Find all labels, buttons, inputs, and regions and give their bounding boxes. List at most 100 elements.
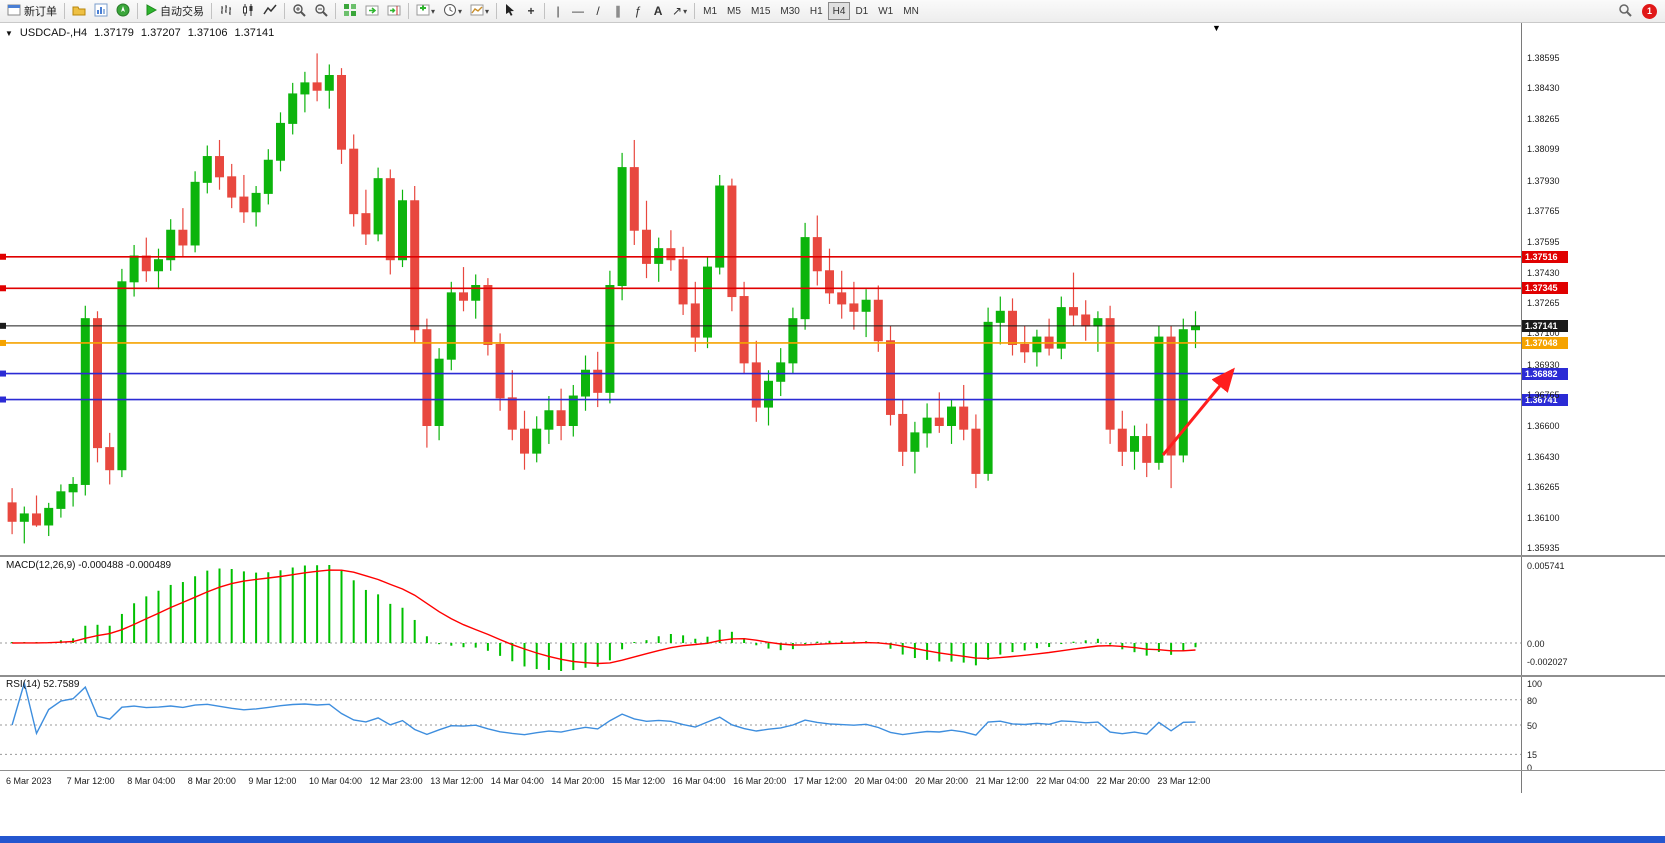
toolbar: 新订单 自动交易 bbox=[0, 0, 1665, 23]
clock-icon bbox=[443, 3, 457, 20]
trendline-button[interactable]: / bbox=[588, 1, 608, 21]
timeframe-D1[interactable]: D1 bbox=[850, 2, 873, 20]
rsi-axis-label: 100 bbox=[1527, 679, 1543, 689]
trendline-icon: / bbox=[596, 4, 600, 18]
tile-windows-button[interactable] bbox=[339, 1, 361, 21]
price-tick: 1.36600 bbox=[1527, 420, 1560, 431]
symbol-dropdown-icon[interactable]: ▼ bbox=[5, 28, 13, 38]
candlestick-chart-button[interactable] bbox=[237, 1, 259, 21]
auto-trading-button[interactable]: 自动交易 bbox=[141, 1, 208, 21]
timeframe-group: M1 M5 M15 M30 H1 H4 D1 W1 MN bbox=[698, 2, 924, 20]
timeframe-M15[interactable]: M15 bbox=[746, 2, 775, 20]
rsi-label: RSI(14) 52.7589 bbox=[6, 679, 80, 690]
time-label: 10 Mar 04:00 bbox=[309, 776, 363, 786]
chart-shift-marker[interactable]: ▼ bbox=[1212, 23, 1221, 33]
toolbar-separator bbox=[335, 3, 336, 19]
toolbar-separator bbox=[137, 3, 138, 19]
time-label: 15 Mar 12:00 bbox=[612, 776, 666, 786]
horizontal-line-button[interactable]: — bbox=[568, 1, 588, 21]
price-tick: 1.37765 bbox=[1527, 205, 1560, 216]
zoom-in-icon bbox=[292, 3, 306, 20]
horizontal-lines[interactable] bbox=[0, 253, 1521, 403]
timeframe-M5[interactable]: M5 bbox=[722, 2, 746, 20]
chart-shift-icon bbox=[387, 3, 401, 20]
notification-badge[interactable]: 1 bbox=[1642, 3, 1657, 19]
bar-chart-icon bbox=[219, 3, 233, 20]
fibonacci-button[interactable]: ƒ bbox=[628, 1, 648, 21]
candlestick-chart[interactable] bbox=[0, 23, 1521, 555]
search-button[interactable] bbox=[1614, 1, 1636, 21]
new-order-icon bbox=[7, 3, 21, 20]
time-label: 9 Mar 12:00 bbox=[248, 776, 297, 786]
new-order-label: 新订单 bbox=[24, 6, 57, 18]
timeframe-W1[interactable]: W1 bbox=[873, 2, 898, 20]
templates-button[interactable]: ▾ bbox=[466, 1, 493, 21]
zoom-out-button[interactable] bbox=[310, 1, 332, 21]
time-label: 14 Mar 20:00 bbox=[551, 776, 605, 786]
bar-chart-button[interactable] bbox=[215, 1, 237, 21]
toolbar-separator bbox=[64, 3, 65, 19]
trend-arrow[interactable] bbox=[1161, 367, 1235, 456]
toolbar-separator bbox=[694, 3, 696, 19]
timeframe-H1[interactable]: H1 bbox=[805, 2, 828, 20]
channel-button[interactable]: ∥ bbox=[608, 1, 628, 21]
macd-panel[interactable] bbox=[0, 557, 1521, 675]
price-tick: 1.36265 bbox=[1527, 482, 1560, 493]
arrows-button[interactable]: ↗ ▾ bbox=[668, 1, 691, 21]
time-label: 8 Mar 20:00 bbox=[187, 776, 236, 786]
time-label: 22 Mar 20:00 bbox=[1096, 776, 1150, 786]
channel-icon: ∥ bbox=[615, 4, 622, 18]
price-tick: 1.37595 bbox=[1527, 237, 1560, 248]
indicators-button[interactable]: ▾ bbox=[412, 1, 439, 21]
price-tick: 1.36100 bbox=[1527, 512, 1560, 523]
toolbar-separator bbox=[496, 3, 498, 19]
zoom-in-button[interactable] bbox=[288, 1, 310, 21]
timeframe-M1[interactable]: M1 bbox=[698, 2, 722, 20]
price-tick: 1.36765 bbox=[1527, 390, 1560, 401]
time-label: 20 Mar 04:00 bbox=[854, 776, 908, 786]
price-tag-resistance: 1.37516 bbox=[1522, 250, 1568, 263]
vertical-line-button[interactable]: | bbox=[548, 1, 568, 21]
chart-header: ▼ USDCAD-,H4 1.37179 1.37207 1.37106 1.3… bbox=[5, 27, 274, 39]
price-tick: 1.37930 bbox=[1527, 175, 1560, 186]
panel-resize-divider[interactable] bbox=[0, 555, 1665, 557]
line-chart-button[interactable] bbox=[259, 1, 281, 21]
price-tick: 1.38099 bbox=[1527, 144, 1560, 155]
chart-shift-button[interactable] bbox=[383, 1, 405, 21]
support-line-marker bbox=[0, 396, 6, 403]
text-icon: A bbox=[653, 4, 663, 18]
new-order-button[interactable]: 新订单 bbox=[3, 1, 61, 21]
price-axis[interactable]: 1.37516 1.37345 1.37141 1.37048 1.36882 1.367… bbox=[1521, 23, 1665, 793]
price-tag-bid: 1.37141 bbox=[1522, 319, 1568, 332]
notification-count: 1 bbox=[1646, 6, 1652, 16]
rsi-axis-label: 15 bbox=[1527, 750, 1538, 761]
navigator-button[interactable] bbox=[112, 1, 134, 21]
rsi-panel[interactable] bbox=[0, 677, 1521, 770]
market-watch-button[interactable] bbox=[90, 1, 112, 21]
candles bbox=[7, 53, 1200, 544]
toolbar-separator bbox=[544, 3, 546, 19]
cursor-button[interactable] bbox=[500, 1, 521, 21]
price-tick: 1.36930 bbox=[1527, 359, 1560, 370]
periods-button[interactable]: ▾ bbox=[439, 1, 466, 21]
indicators-icon bbox=[416, 3, 430, 20]
price-tick: 1.37100 bbox=[1527, 328, 1560, 339]
timeframe-M30[interactable]: M30 bbox=[775, 2, 804, 20]
timeframe-MN[interactable]: MN bbox=[898, 2, 924, 20]
time-axis-divider bbox=[0, 770, 1665, 771]
price-tick: 1.38595 bbox=[1527, 53, 1560, 63]
auto-scroll-button[interactable] bbox=[361, 1, 383, 21]
ohlc-high: 1.37207 bbox=[140, 27, 181, 39]
auto-trading-label: 自动交易 bbox=[160, 6, 204, 18]
timeframe-H4[interactable]: H4 bbox=[827, 2, 851, 20]
profiles-button[interactable] bbox=[68, 1, 90, 21]
search-icon bbox=[1618, 3, 1632, 20]
time-axis[interactable]: 6 Mar 2023 7 Mar 12:00 8 Mar 04:00 8 Mar 20… bbox=[0, 771, 1521, 793]
vertical-line-icon: | bbox=[556, 4, 560, 18]
price-tick: 1.38265 bbox=[1527, 113, 1560, 124]
templates-icon bbox=[470, 3, 484, 20]
cursor-icon bbox=[504, 3, 517, 19]
text-button[interactable]: A bbox=[648, 1, 668, 21]
panel-resize-divider[interactable] bbox=[0, 675, 1665, 677]
crosshair-button[interactable]: + bbox=[521, 1, 541, 21]
